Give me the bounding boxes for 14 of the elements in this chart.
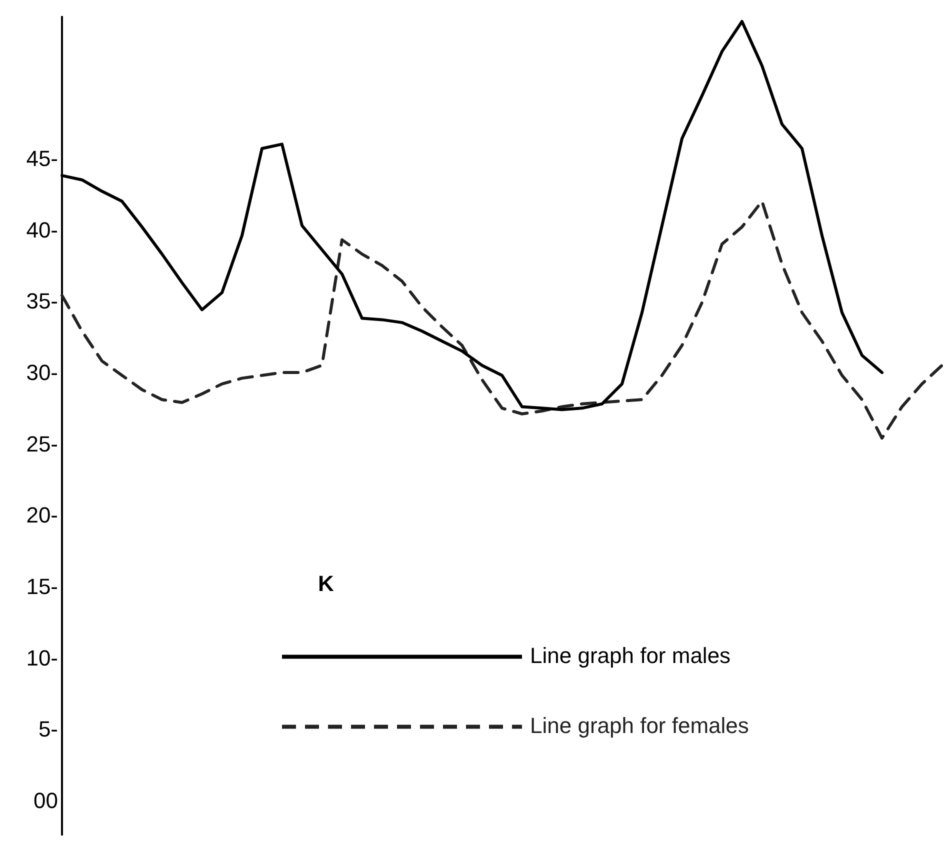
y-tick-label: 00	[34, 788, 58, 814]
y-tick-label: 35-	[26, 288, 58, 314]
y-tick-label: 15-	[26, 574, 58, 600]
y-tick-label: 30-	[26, 360, 58, 385]
y-tick-label: 25-	[26, 431, 58, 456]
y-tick-label: 5-	[38, 716, 58, 742]
y-tick-label: 20-	[26, 502, 58, 528]
text: Line graph for females	[530, 712, 749, 738]
y-tick-label: 10-	[26, 645, 58, 670]
legend-title: K	[318, 570, 334, 596]
y-tick-label: 45-	[26, 146, 58, 171]
text: Line graph for males	[530, 642, 731, 668]
line-series	[60, 200, 944, 440]
y-tick-label: 40-	[26, 217, 58, 242]
